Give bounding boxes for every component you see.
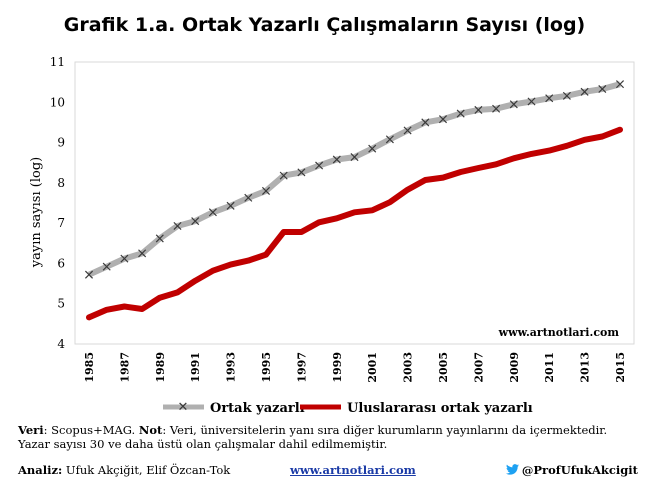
series-point-ortak <box>438 115 448 124</box>
series-point-ortak <box>580 87 589 96</box>
series-point-ortak <box>598 84 607 94</box>
series-point-ortak <box>279 171 288 180</box>
note-line2: Yazar sayısı 30 ve daha üstü olan çalışm… <box>18 437 388 451</box>
x-tick-label: 1999 <box>331 352 344 383</box>
series-point-ortak <box>244 193 253 202</box>
x-tick-label: 2003 <box>402 352 415 383</box>
y-tick-label: 6 <box>57 256 65 270</box>
twitter-bird-icon <box>505 464 519 475</box>
series-point-ortak <box>421 118 430 127</box>
footer-link[interactable]: www.artnotlari.com <box>290 463 416 477</box>
series-point-ortak <box>509 100 518 109</box>
series-point-ortak <box>562 91 571 100</box>
series-point-ortak <box>315 161 324 170</box>
x-tick-label: 1991 <box>189 352 202 383</box>
series-point-ortak <box>385 135 394 144</box>
analiz-names: Ufuk Akçiğit, Elif Özcan-Tok <box>62 463 231 477</box>
series-point-ortak <box>350 153 359 162</box>
x-tick-label: 1995 <box>260 352 273 383</box>
series-point-ortak <box>120 254 129 263</box>
plot-area-border <box>74 61 635 345</box>
x-tick-label: 1987 <box>118 352 131 383</box>
y-tick-label: 5 <box>57 297 65 311</box>
analiz-label: Analiz: <box>18 463 63 477</box>
series-point-ortak <box>173 221 182 230</box>
series-point-ortak <box>332 155 341 164</box>
twitter-handle: @ProfUfukAkcigit <box>521 463 638 477</box>
source-note: Veri: Scopus+MAG. Not: Veri, üniversitel… <box>18 423 638 451</box>
series-point-ortak <box>615 80 625 89</box>
not-text: : Veri, üniversitelerin yanı sıra diğer … <box>162 423 608 437</box>
legend-marker-ortak: ✕ <box>178 400 189 415</box>
x-axis-ticks: 1985 1987 1989 1991 1993 1995 1997 1999 2001 2003… <box>83 352 627 383</box>
series-point-ortak <box>545 94 554 103</box>
y-axis-label: yayın sayısı (log) <box>29 157 44 268</box>
series-point-ortak <box>261 186 271 195</box>
series-point-ortak <box>102 262 111 271</box>
y-tick-label: 9 <box>57 136 65 150</box>
series-point-ortak <box>368 144 377 153</box>
legend-label-uluslararasi: Uluslararası ortak yazarlı <box>347 401 533 416</box>
series-point-ortak <box>403 126 412 135</box>
watermark: www.artnotlari.com <box>498 326 620 339</box>
series-point-ortak <box>155 234 164 243</box>
y-tick-label: 8 <box>57 176 65 190</box>
series-line-uluslararasi <box>86 126 623 321</box>
y-tick-label: 10 <box>50 95 65 109</box>
series-line-ortak <box>87 81 621 278</box>
series-layer <box>84 80 625 321</box>
twitter-credit[interactable]: @ProfUfukAkcigit <box>505 463 638 477</box>
series-point-ortak <box>84 270 94 279</box>
series-point-ortak <box>297 168 306 177</box>
footer: Analiz: Ufuk Akçiğit, Elif Özcan-Tok www… <box>18 463 638 479</box>
x-tick-label: 2011 <box>543 352 556 383</box>
x-tick-label: 2009 <box>508 352 521 383</box>
y-tick-label: 4 <box>57 337 65 351</box>
series-point-ortak <box>138 249 147 258</box>
x-tick-label: 2001 <box>366 352 379 383</box>
series-point-ortak <box>191 217 200 226</box>
chart-title: Grafik 1.a. Ortak Yazarlı Çalışmaların S… <box>63 14 586 36</box>
series-point-ortak <box>208 208 217 217</box>
analiz-credit: Analiz: Ufuk Akçiğit, Elif Özcan-Tok <box>18 463 230 477</box>
y-tick-label: 7 <box>57 216 65 230</box>
series-point-ortak <box>226 201 235 210</box>
series-point-ortak <box>474 105 483 114</box>
series-point-ortak <box>527 97 536 106</box>
x-tick-label: 1989 <box>154 352 167 383</box>
x-tick-label: 1997 <box>295 352 308 383</box>
veri-text: : Scopus+MAG. <box>43 423 139 437</box>
x-tick-label: 1993 <box>225 352 238 383</box>
x-tick-label: 2007 <box>472 352 485 383</box>
x-tick-label: 2013 <box>579 352 592 383</box>
series-point-ortak <box>492 104 501 113</box>
y-axis-ticks: 4 5 6 7 8 9 10 11 <box>50 55 66 351</box>
y-tick-label: 11 <box>50 55 65 69</box>
x-tick-label: 2005 <box>437 352 450 383</box>
x-tick-label: 2015 <box>614 352 627 383</box>
not-label: Not <box>138 423 163 437</box>
series-point-ortak <box>456 109 465 118</box>
x-tick-label: 1985 <box>83 352 96 383</box>
legend-label-ortak: Ortak yazarlı <box>210 401 305 416</box>
legend: ✕ Ortak yazarlı Uluslararası ortak yazar… <box>163 400 533 416</box>
veri-label: Veri <box>18 423 44 437</box>
